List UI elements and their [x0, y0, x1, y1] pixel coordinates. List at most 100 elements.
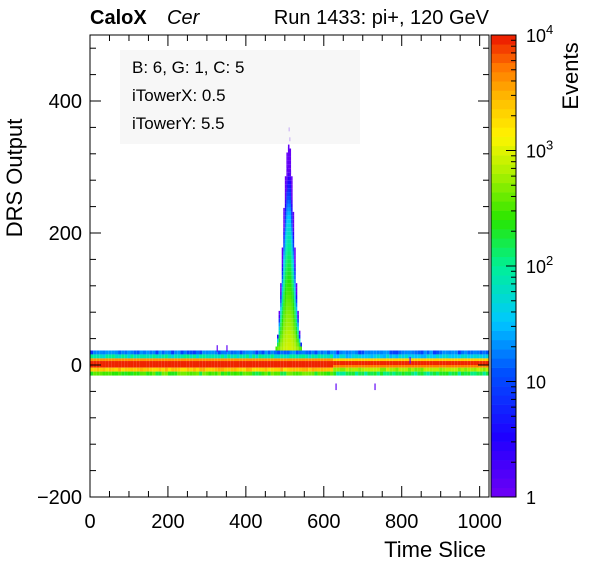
heatmap-cell: [323, 367, 327, 372]
heatmap-cell: [358, 354, 362, 359]
heatmap-cell: [295, 299, 298, 303]
heatmap-cell: [158, 350, 162, 355]
heatmap-cell: [457, 365, 461, 368]
heatmap-cell: [286, 314, 288, 319]
heatmap-cell: [297, 334, 299, 339]
heatmap-cell: [202, 361, 206, 365]
heatmap-cell: [401, 350, 405, 355]
heatmap-cell: [258, 358, 262, 362]
heatmap-cell: [291, 231, 293, 236]
heatmap-cell: [298, 354, 302, 359]
heatmap-cell: [93, 354, 97, 359]
heatmap-cell: [252, 371, 256, 376]
heatmap-cell: [177, 358, 181, 362]
heatmap-cell: [291, 259, 293, 264]
heatmap-cell: [90, 354, 94, 359]
heatmap-cell: [96, 367, 100, 372]
heatmap-cell: [342, 354, 346, 359]
heatmap-cell: [292, 243, 295, 248]
heatmap-cell: [248, 361, 253, 365]
heatmap-cell: [292, 239, 295, 244]
heatmap-cell: [233, 371, 237, 376]
heatmap-cell: [280, 330, 282, 335]
heatmap-cell: [314, 371, 318, 376]
heatmap-cell: [142, 350, 147, 355]
heatmap-cell: [470, 361, 474, 365]
heatmap-cell: [298, 330, 301, 335]
heatmap-cell: [211, 365, 215, 368]
heatmap-cell: [127, 350, 131, 355]
heatmap-cell: [211, 367, 215, 372]
heatmap-cell: [281, 346, 284, 351]
heatmap-cell: [479, 371, 483, 376]
heatmap-cell: [432, 361, 437, 365]
heatmap-cell: [236, 354, 240, 359]
heatmap-cell: [287, 314, 290, 319]
heatmap-cell: [414, 354, 418, 359]
heatmap-cell: [278, 342, 281, 347]
heatmap-cell: [205, 365, 209, 368]
heatmap-cell: [364, 367, 368, 372]
heatmap-cell: [291, 215, 293, 220]
heatmap-cell: [348, 350, 352, 355]
heatmap-cell: [180, 371, 184, 376]
heatmap-cell: [108, 358, 112, 362]
info-line-3: iTowerY: 5.5: [132, 114, 225, 133]
heatmap-cell: [283, 251, 285, 256]
heatmap-cell: [281, 310, 284, 315]
heatmap-cell: [208, 365, 212, 368]
heatmap-cell: [127, 367, 131, 372]
heatmap-cell: [451, 371, 455, 376]
heatmap-cell: [454, 354, 458, 359]
heatmap-cell: [289, 326, 292, 331]
heatmap-cell: [248, 350, 253, 355]
heatmap-cell: [287, 243, 290, 248]
heatmap-cell: [451, 350, 455, 355]
heatmap-cell: [283, 219, 285, 224]
heatmap-cell: [291, 334, 293, 339]
heatmap-cell: [283, 223, 285, 228]
heatmap-cell: [264, 354, 268, 359]
heatmap-cell: [294, 299, 296, 303]
heatmap-cell: [289, 176, 292, 181]
heatmap-cell: [284, 188, 287, 193]
heatmap-cell: [281, 334, 284, 339]
heatmap-cell: [114, 350, 119, 355]
heatmap-cell: [208, 358, 212, 362]
heatmap-cell: [317, 350, 321, 355]
heatmap-cell: [155, 367, 159, 372]
heatmap-cell: [289, 350, 293, 355]
heatmap-cell: [230, 354, 234, 359]
heatmap-cell: [297, 338, 299, 343]
heatmap-cell: [298, 342, 301, 347]
heatmap-cell: [467, 354, 471, 359]
heatmap-cell: [242, 371, 246, 376]
heatmap-cell: [149, 350, 153, 355]
heatmap-cell: [294, 342, 296, 347]
heatmap-cell: [464, 371, 468, 376]
heatmap-cell: [417, 367, 421, 372]
heatmap-cell: [370, 361, 374, 365]
heatmap-cell: [467, 350, 471, 355]
heatmap-cell: [245, 358, 249, 362]
heatmap-cell: [354, 358, 359, 362]
heatmap-cell: [202, 365, 206, 368]
heatmap-cell: [339, 365, 343, 368]
heatmap-cell: [291, 302, 293, 307]
heatmap-cell: [286, 223, 288, 228]
heatmap-cell: [289, 180, 292, 185]
heatmap-cell: [286, 365, 290, 368]
heatmap-cell: [292, 235, 295, 240]
heatmap-cell: [280, 314, 282, 319]
heatmap-cell: [395, 367, 399, 372]
heatmap-cell: [386, 358, 390, 362]
heatmap-cell: [102, 350, 106, 355]
heatmap-cell: [460, 371, 465, 376]
heatmap-cell: [220, 371, 225, 376]
heatmap-cell: [233, 358, 237, 362]
heatmap-cell: [305, 358, 309, 362]
heatmap-cell: [102, 367, 106, 372]
heatmap-cell: [205, 350, 209, 355]
colorbar-band: [491, 293, 516, 304]
heatmap-cell: [114, 367, 119, 372]
